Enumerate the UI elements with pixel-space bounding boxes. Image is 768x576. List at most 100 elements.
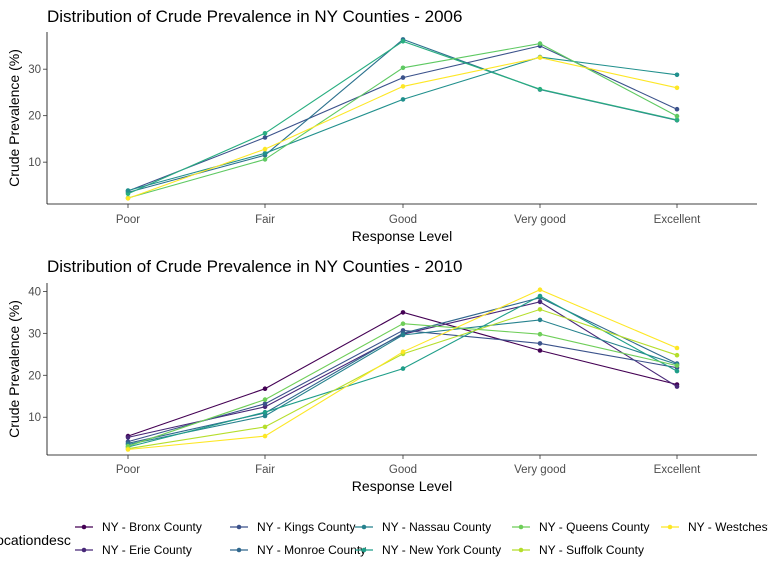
data-point xyxy=(675,363,680,368)
legend-entry: NY - Suffolk County xyxy=(512,543,644,557)
y-tick-label: 40 xyxy=(28,286,41,298)
legend-title: locationdesc xyxy=(0,532,71,548)
data-point xyxy=(263,131,268,136)
legend-entry: NY - Westchester County xyxy=(661,520,768,534)
legend-label: NY - Monroe County xyxy=(257,543,366,557)
data-point xyxy=(538,41,543,46)
y-axis-title: Crude Prevalence (%) xyxy=(6,49,22,187)
data-point xyxy=(401,350,406,355)
data-point xyxy=(675,353,680,358)
legend-key-point xyxy=(362,548,367,553)
legend-key-point xyxy=(362,525,367,530)
data-point xyxy=(401,97,406,102)
legend-key-point xyxy=(519,525,524,530)
x-axis-title: Response Level xyxy=(352,478,452,494)
legend-entry: NY - Monroe County xyxy=(230,543,366,557)
legend-entry: NY - Kings County xyxy=(230,520,356,534)
data-point xyxy=(538,341,543,346)
data-point xyxy=(538,87,543,92)
data-point xyxy=(263,147,268,152)
data-point xyxy=(538,294,543,299)
data-point xyxy=(538,300,543,305)
legend-label: NY - Erie County xyxy=(102,543,192,557)
legend: locationdesc NY - Bronx County NY - Erie C… xyxy=(0,520,768,557)
data-point xyxy=(675,384,680,389)
legend-label: NY - Westchester County xyxy=(688,520,768,534)
y-tick-label: 30 xyxy=(28,328,41,340)
data-point xyxy=(263,410,268,415)
series-line xyxy=(128,296,677,447)
series-ny-nassau-county xyxy=(126,37,680,195)
data-point xyxy=(675,369,680,374)
chart-title: Distribution of Crude Prevalence in NY C… xyxy=(47,7,462,26)
x-tick-label: Very good xyxy=(514,214,566,226)
data-point xyxy=(126,196,131,201)
legend-entry: NY - Queens County xyxy=(512,520,650,534)
x-axis-title: Response Level xyxy=(352,228,452,244)
data-point xyxy=(263,135,268,140)
y-tick-label: 30 xyxy=(28,64,41,76)
legend-label: NY - New York County xyxy=(382,543,501,557)
data-point xyxy=(538,318,543,323)
data-point xyxy=(401,84,406,89)
x-tick-label: Very good xyxy=(514,464,566,476)
data-point xyxy=(401,39,406,44)
data-point xyxy=(675,73,680,78)
legend-entry: NY - Erie County xyxy=(75,543,192,557)
chart-title: Distribution of Crude Prevalence in NY C… xyxy=(47,257,462,276)
y-axis-title: Crude Prevalence (%) xyxy=(6,300,22,438)
x-tick-label: Good xyxy=(389,464,417,476)
data-point xyxy=(538,55,543,60)
legend-entry: NY - Bronx County xyxy=(75,520,202,534)
data-point xyxy=(401,366,406,371)
x-tick-label: Fair xyxy=(255,464,275,476)
legend-key-point xyxy=(82,525,87,530)
chart-panel-1: Distribution of Crude Prevalence in NY C… xyxy=(6,7,757,244)
x-tick-label: Excellent xyxy=(654,214,701,226)
data-point xyxy=(538,287,543,292)
legend-entry: NY - New York County xyxy=(355,543,501,557)
y-tick-label: 20 xyxy=(28,370,41,382)
data-point xyxy=(675,346,680,351)
series-ny-queens-county xyxy=(126,41,680,200)
data-point xyxy=(263,157,268,162)
data-point xyxy=(263,386,268,391)
data-point xyxy=(263,434,268,439)
data-point xyxy=(401,310,406,315)
data-point xyxy=(126,435,131,440)
data-point xyxy=(675,114,680,119)
data-point xyxy=(401,333,406,338)
series-ny-new-york-county xyxy=(126,39,680,196)
y-tick-label: 10 xyxy=(28,157,41,169)
data-point xyxy=(675,107,680,112)
data-point xyxy=(675,86,680,91)
y-tick-label: 10 xyxy=(28,412,41,424)
data-point xyxy=(263,402,268,407)
x-tick-label: Poor xyxy=(116,464,140,476)
data-point xyxy=(263,151,268,156)
x-tick-label: Good xyxy=(389,214,417,226)
data-point xyxy=(126,447,131,452)
data-point xyxy=(401,75,406,80)
x-tick-label: Excellent xyxy=(654,464,701,476)
legend-key-point xyxy=(668,525,673,530)
x-tick-label: Fair xyxy=(255,214,275,226)
legend-entry: NY - Nassau County xyxy=(355,520,491,534)
legend-key-point xyxy=(519,548,524,553)
data-point xyxy=(401,66,406,71)
x-tick-label: Poor xyxy=(116,214,140,226)
legend-label: NY - Suffolk County xyxy=(539,543,644,557)
legend-key-point xyxy=(82,548,87,553)
series-ny-queens-county xyxy=(126,321,680,448)
data-point xyxy=(538,332,543,337)
data-point xyxy=(538,307,543,312)
legend-key-point xyxy=(237,525,242,530)
series-line xyxy=(128,39,677,192)
data-point xyxy=(263,397,268,402)
legend-label: NY - Queens County xyxy=(539,520,650,534)
data-point xyxy=(538,348,543,353)
data-point xyxy=(263,425,268,430)
data-point xyxy=(401,321,406,326)
legend-label: NY - Kings County xyxy=(257,520,356,534)
